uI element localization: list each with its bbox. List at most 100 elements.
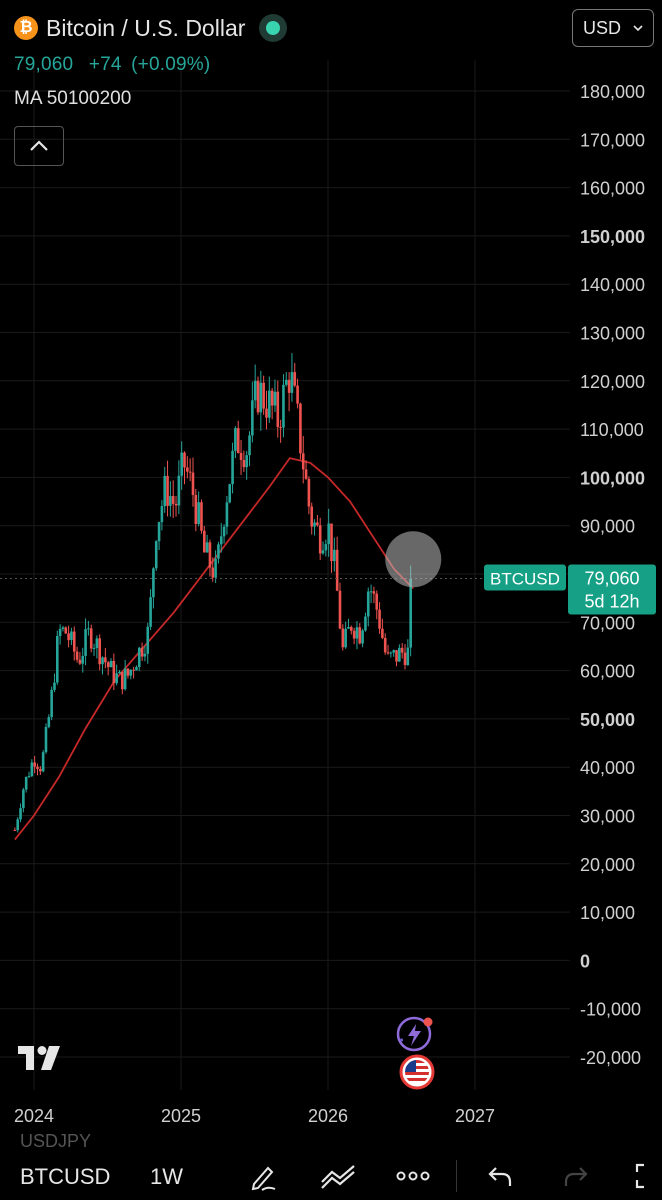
indicators-icon[interactable] [320, 1162, 356, 1190]
moving-average-layer [14, 457, 414, 841]
candle-body [316, 522, 319, 526]
candle-body [299, 403, 302, 454]
candle-body [341, 628, 345, 648]
candle-body [126, 668, 130, 676]
candle-body [72, 631, 76, 652]
candle-body [344, 628, 347, 648]
y-tick-label: 0 [580, 951, 590, 971]
y-tick-label: 50,000 [580, 710, 635, 730]
candle-body [171, 496, 175, 504]
candle-body [41, 752, 45, 772]
candle-body [33, 762, 36, 767]
candle-body [30, 762, 34, 777]
symbol-button[interactable]: BTCUSD [20, 1164, 111, 1189]
x-tick-label: 2024 [14, 1106, 54, 1126]
undo-icon[interactable] [486, 1162, 514, 1190]
currency-select[interactable]: USD [572, 9, 654, 47]
candle-body [19, 808, 22, 820]
last-price: 79,060 [14, 54, 74, 75]
drawing-pencil-icon[interactable] [248, 1162, 278, 1192]
redo-icon[interactable] [562, 1162, 590, 1190]
candle-body [228, 484, 232, 503]
candle-body [78, 659, 82, 664]
ai-icon[interactable] [396, 1016, 433, 1052]
candle-body [186, 467, 189, 472]
candle-body [22, 789, 25, 809]
candle-body [118, 671, 121, 674]
y-tick-label: 60,000 [580, 662, 635, 682]
candle-body [364, 616, 367, 631]
candle-body [188, 471, 192, 473]
candle-body [152, 568, 155, 598]
y-tick-label: 180,000 [580, 82, 645, 102]
candle-body [327, 523, 330, 545]
fullscreen-icon[interactable] [634, 1162, 662, 1190]
candle-body [200, 502, 203, 531]
candle-body [349, 626, 353, 631]
candle-body [231, 450, 234, 485]
candle-body [154, 541, 158, 569]
candle-body [58, 628, 62, 636]
candle-body [75, 651, 79, 660]
candle-body [372, 591, 376, 594]
candle-body [211, 567, 215, 578]
price-tag: BTCUSD 79,060 5d 12h [484, 564, 656, 615]
candle-body [265, 408, 268, 418]
toolbar-divider [456, 1160, 457, 1192]
y-tick-label: -10,000 [580, 1000, 641, 1020]
collapse-legend-button[interactable] [14, 126, 64, 166]
candle-body [256, 380, 260, 413]
candle-body [191, 472, 195, 495]
y-tick-label: 170,000 [580, 130, 645, 150]
candle-body [61, 627, 65, 629]
us-flag-event-icon[interactable] [399, 1054, 435, 1090]
candle-body [115, 673, 118, 684]
candle-body [135, 667, 138, 671]
x-tick-label: 2026 [308, 1106, 348, 1126]
candle-body [287, 379, 291, 393]
y-tick-label: 160,000 [580, 179, 645, 199]
candle-body [140, 647, 144, 657]
more-icon[interactable] [396, 1162, 430, 1190]
bitcoin-logo-icon: ₿ [14, 16, 38, 40]
symbol-tag-label: BTCUSD [490, 570, 560, 589]
price-tag-countdown: 5d 12h [584, 592, 639, 612]
candle-body [262, 382, 265, 409]
y-tick-label: 140,000 [580, 275, 645, 295]
candle-body [92, 648, 96, 650]
candle-body [174, 503, 178, 506]
y-tick-label: 10,000 [580, 903, 635, 923]
market-status-icon[interactable] [259, 14, 288, 42]
indicator-legend[interactable]: MA 50100200 [14, 88, 132, 109]
candle-body [13, 829, 17, 831]
candle-body [395, 650, 398, 662]
candle-body [112, 660, 116, 684]
y-tick-label: 70,000 [580, 613, 635, 633]
candle-body [214, 558, 217, 578]
candle-body [121, 671, 124, 690]
candle-body [318, 525, 322, 554]
candle-body [389, 652, 393, 654]
crosshair-cursor[interactable] [385, 531, 442, 588]
candle-body [403, 652, 407, 666]
candle-body [406, 647, 410, 666]
candle-body [268, 390, 271, 418]
candle-body [386, 652, 390, 654]
candle-body [70, 631, 73, 641]
symbol-tag [484, 564, 566, 591]
y-axis-labels: 180,000 170,000 160,000 150,000 140,000 130,0… [580, 82, 645, 1068]
interval-button[interactable]: 1W [150, 1164, 183, 1189]
candle-body [169, 496, 172, 506]
x-axis-labels: 2024 2025 2026 2027 [14, 1106, 495, 1126]
candle-body [375, 593, 379, 610]
candle-body [101, 657, 104, 665]
candle-body [157, 522, 161, 542]
candle-body [310, 506, 314, 527]
candle-body [347, 626, 350, 629]
candle-body [392, 650, 395, 653]
candle-body [50, 689, 53, 718]
symbol-header[interactable]: ₿ Bitcoin / U.S. Dollar [14, 14, 288, 42]
candle-body [236, 428, 240, 453]
grid-lines [0, 60, 570, 1090]
